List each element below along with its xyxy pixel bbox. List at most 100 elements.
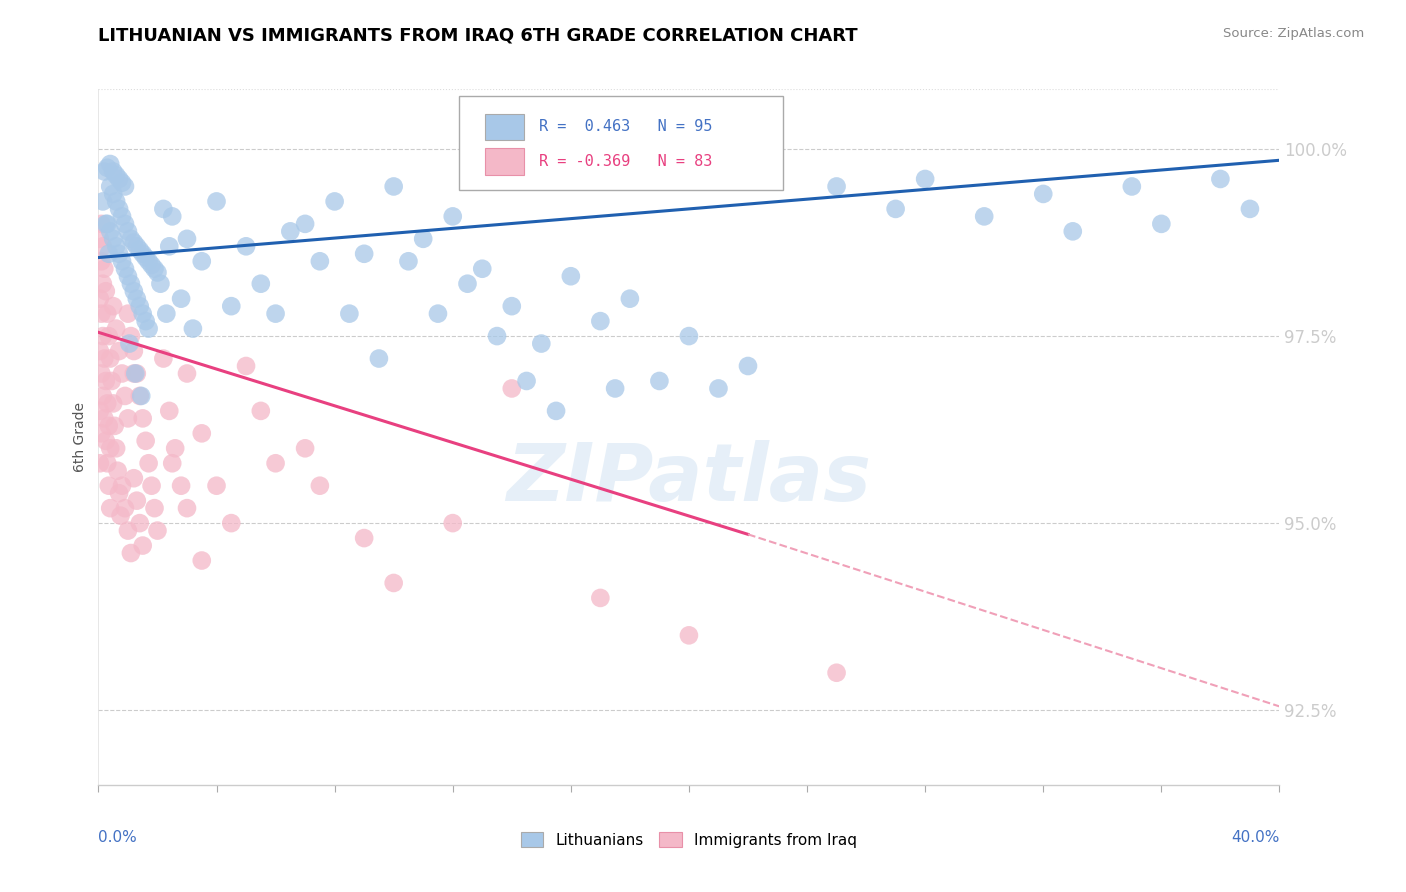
Point xyxy=(309,479,332,493)
Point xyxy=(97,329,120,343)
Point xyxy=(181,321,204,335)
Point xyxy=(176,232,198,246)
Point xyxy=(205,194,228,209)
Point xyxy=(98,501,121,516)
Point xyxy=(96,307,118,321)
Point xyxy=(98,351,121,366)
Point xyxy=(157,239,180,253)
Point xyxy=(122,235,145,250)
Point xyxy=(157,404,180,418)
Point xyxy=(93,261,115,276)
Point xyxy=(176,367,198,381)
Point xyxy=(122,344,145,359)
Point xyxy=(1150,217,1173,231)
Point xyxy=(111,254,134,268)
Point xyxy=(125,239,148,253)
Point xyxy=(90,307,112,321)
Point xyxy=(353,247,375,261)
Point xyxy=(120,546,142,560)
Point xyxy=(104,418,127,433)
Point xyxy=(129,389,152,403)
Point xyxy=(132,539,155,553)
Text: 40.0%: 40.0% xyxy=(1232,830,1279,846)
Point xyxy=(89,404,111,418)
Point xyxy=(501,381,523,395)
Point xyxy=(135,434,157,448)
Point xyxy=(589,591,612,605)
Point xyxy=(141,258,163,272)
Point xyxy=(93,351,115,366)
Point xyxy=(103,396,125,410)
Point xyxy=(294,217,316,231)
Point xyxy=(149,277,172,291)
Point xyxy=(93,164,115,178)
Point xyxy=(546,404,568,418)
Point xyxy=(707,381,730,395)
Point xyxy=(825,665,848,680)
Point xyxy=(97,418,120,433)
Point xyxy=(93,411,115,425)
Point xyxy=(108,486,131,500)
Point xyxy=(441,516,464,530)
Point xyxy=(132,247,155,261)
Point xyxy=(103,299,125,313)
Point xyxy=(108,172,131,186)
Point xyxy=(91,389,114,403)
Point xyxy=(89,456,111,470)
Point xyxy=(1239,202,1261,216)
Point xyxy=(441,210,464,224)
Point xyxy=(98,157,121,171)
Point xyxy=(89,232,111,246)
Point xyxy=(884,202,907,216)
Point xyxy=(117,307,139,321)
Point xyxy=(1032,186,1054,201)
Point xyxy=(98,224,121,238)
Point xyxy=(191,254,214,268)
Point xyxy=(128,516,150,530)
Point xyxy=(117,269,139,284)
Point xyxy=(117,524,139,538)
Point xyxy=(117,411,139,425)
Point xyxy=(90,254,112,268)
Point xyxy=(1209,172,1232,186)
Point xyxy=(122,284,145,298)
Point xyxy=(294,442,316,456)
Text: R =  0.463   N = 95: R = 0.463 N = 95 xyxy=(538,120,713,135)
Point xyxy=(146,524,169,538)
Point xyxy=(678,329,700,343)
Point xyxy=(90,426,112,441)
Point xyxy=(100,374,122,388)
Point xyxy=(114,501,136,516)
Point xyxy=(118,336,141,351)
Point xyxy=(122,471,145,485)
Point xyxy=(97,479,120,493)
Point xyxy=(973,210,995,224)
Point xyxy=(91,329,114,343)
Point xyxy=(105,321,128,335)
Point xyxy=(825,179,848,194)
Point xyxy=(90,367,112,381)
Point xyxy=(128,389,150,403)
Point xyxy=(152,351,174,366)
Point xyxy=(98,179,121,194)
Point xyxy=(141,479,163,493)
Point xyxy=(221,516,243,530)
Point xyxy=(471,261,494,276)
Point xyxy=(94,217,117,231)
Point xyxy=(114,389,136,403)
Text: Source: ZipAtlas.com: Source: ZipAtlas.com xyxy=(1223,27,1364,40)
Point xyxy=(170,292,193,306)
Legend: Lithuanians, Immigrants from Iraq: Lithuanians, Immigrants from Iraq xyxy=(515,826,863,854)
Point xyxy=(124,367,146,381)
Point xyxy=(89,292,111,306)
Point xyxy=(103,164,125,178)
Point xyxy=(138,456,160,470)
Point xyxy=(155,307,177,321)
Point xyxy=(619,292,641,306)
Point xyxy=(412,232,434,246)
Point xyxy=(94,434,117,448)
Text: ZIPatlas: ZIPatlas xyxy=(506,440,872,518)
Point xyxy=(94,284,117,298)
Point xyxy=(530,336,553,351)
Point xyxy=(135,251,157,265)
